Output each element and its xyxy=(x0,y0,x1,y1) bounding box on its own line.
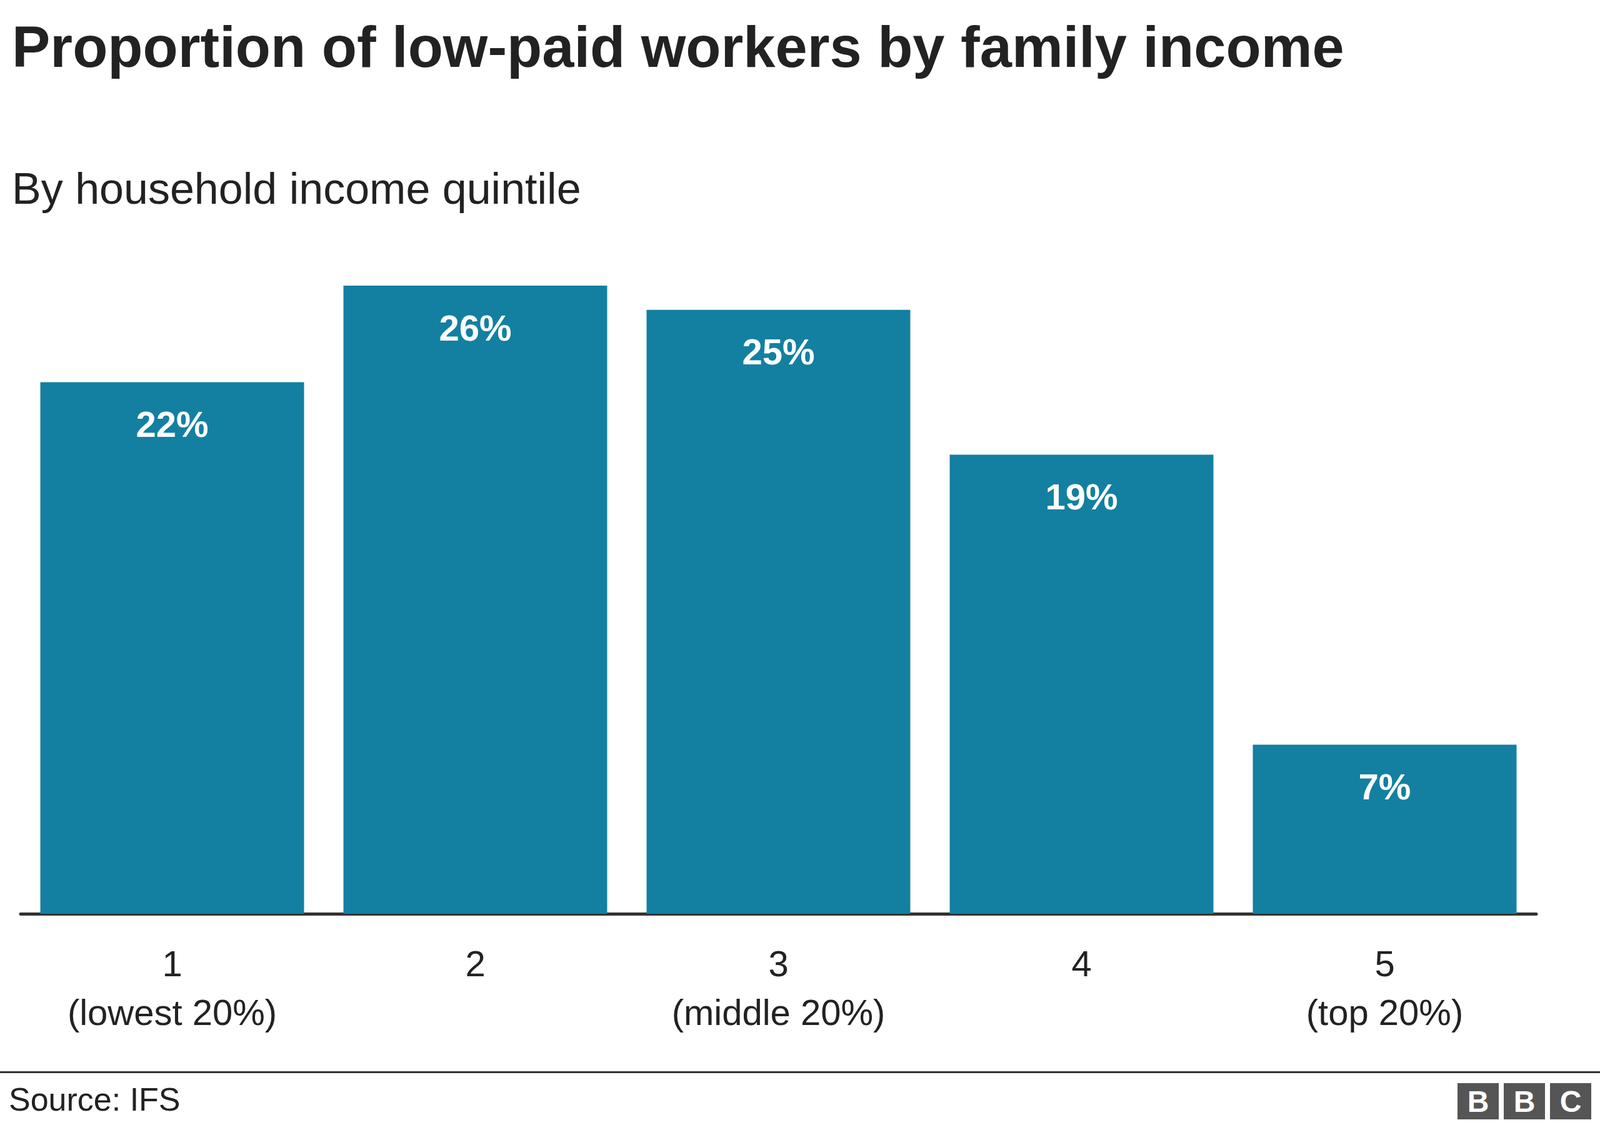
svg-text:(middle 20%): (middle 20%) xyxy=(671,991,886,1033)
svg-text:B: B xyxy=(1513,1085,1536,1119)
svg-text:7%: 7% xyxy=(1358,766,1412,807)
svg-text:26%: 26% xyxy=(438,307,512,349)
svg-text:Proportion of low-paid workers: Proportion of low-paid workers by family… xyxy=(11,15,1345,79)
svg-text:3: 3 xyxy=(768,943,789,984)
svg-text:Source: IFS: Source: IFS xyxy=(8,1081,181,1118)
svg-text:C: C xyxy=(1560,1085,1582,1119)
svg-text:22%: 22% xyxy=(135,403,209,445)
svg-text:5: 5 xyxy=(1374,943,1395,984)
svg-text:4: 4 xyxy=(1071,943,1092,984)
svg-text:By household income quintile: By household income quintile xyxy=(11,164,582,214)
svg-text:25%: 25% xyxy=(741,331,815,372)
svg-text:(lowest 20%): (lowest 20%) xyxy=(67,991,277,1033)
svg-text:B: B xyxy=(1467,1085,1490,1119)
svg-text:1: 1 xyxy=(161,943,182,984)
svg-text:19%: 19% xyxy=(1045,476,1118,517)
svg-text:(top 20%): (top 20%) xyxy=(1306,991,1464,1033)
svg-text:2: 2 xyxy=(465,943,485,984)
